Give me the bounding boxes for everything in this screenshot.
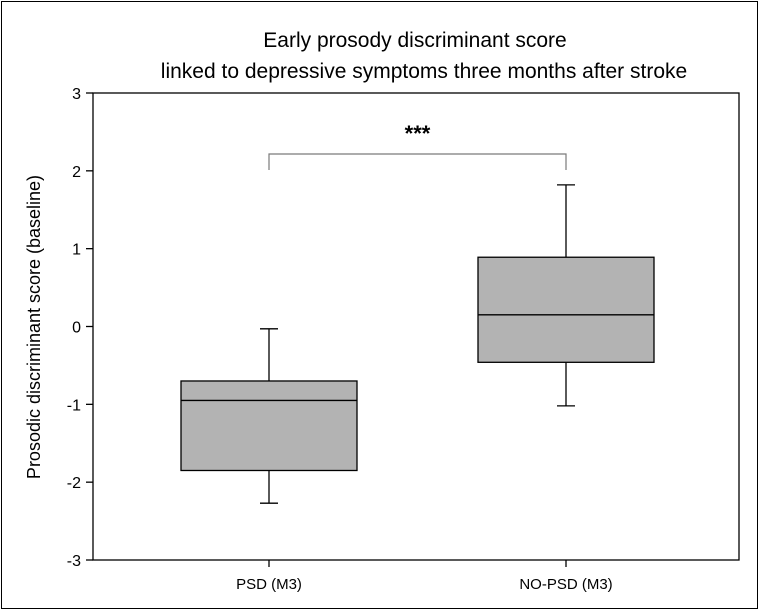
iqr-box [477,256,655,363]
y-tick-label: -1 [67,397,81,414]
y-tick-label: 3 [72,86,81,103]
chart-title-line-1: Early prosody discriminant score [263,29,566,52]
significance-layer: *** [268,121,567,170]
chart-title-line-2: linked to depressive symptoms three mont… [161,60,687,83]
boxes-layer [180,184,655,504]
x-category-label: PSD (M3) [236,576,302,593]
y-axis: 3 2 1 0 -1 -2 -3 [67,86,93,570]
y-axis-label: Prosodic discriminant score (baseline) [24,175,44,479]
significance-label: *** [405,121,431,146]
y-tick-label: 0 [72,320,81,337]
y-tick-label: -3 [67,553,81,570]
y-tick-label: 2 [72,164,81,181]
x-axis: PSD (M3) NO-PSD (M3) [236,560,613,593]
iqr-box [180,380,358,472]
y-tick-label: 1 [72,242,81,259]
y-tick-label: -2 [67,475,81,492]
significance-bracket [268,153,567,170]
x-category-label: NO-PSD (M3) [519,576,612,593]
box-group-psd [180,328,358,504]
box-group-no-psd [477,184,655,407]
